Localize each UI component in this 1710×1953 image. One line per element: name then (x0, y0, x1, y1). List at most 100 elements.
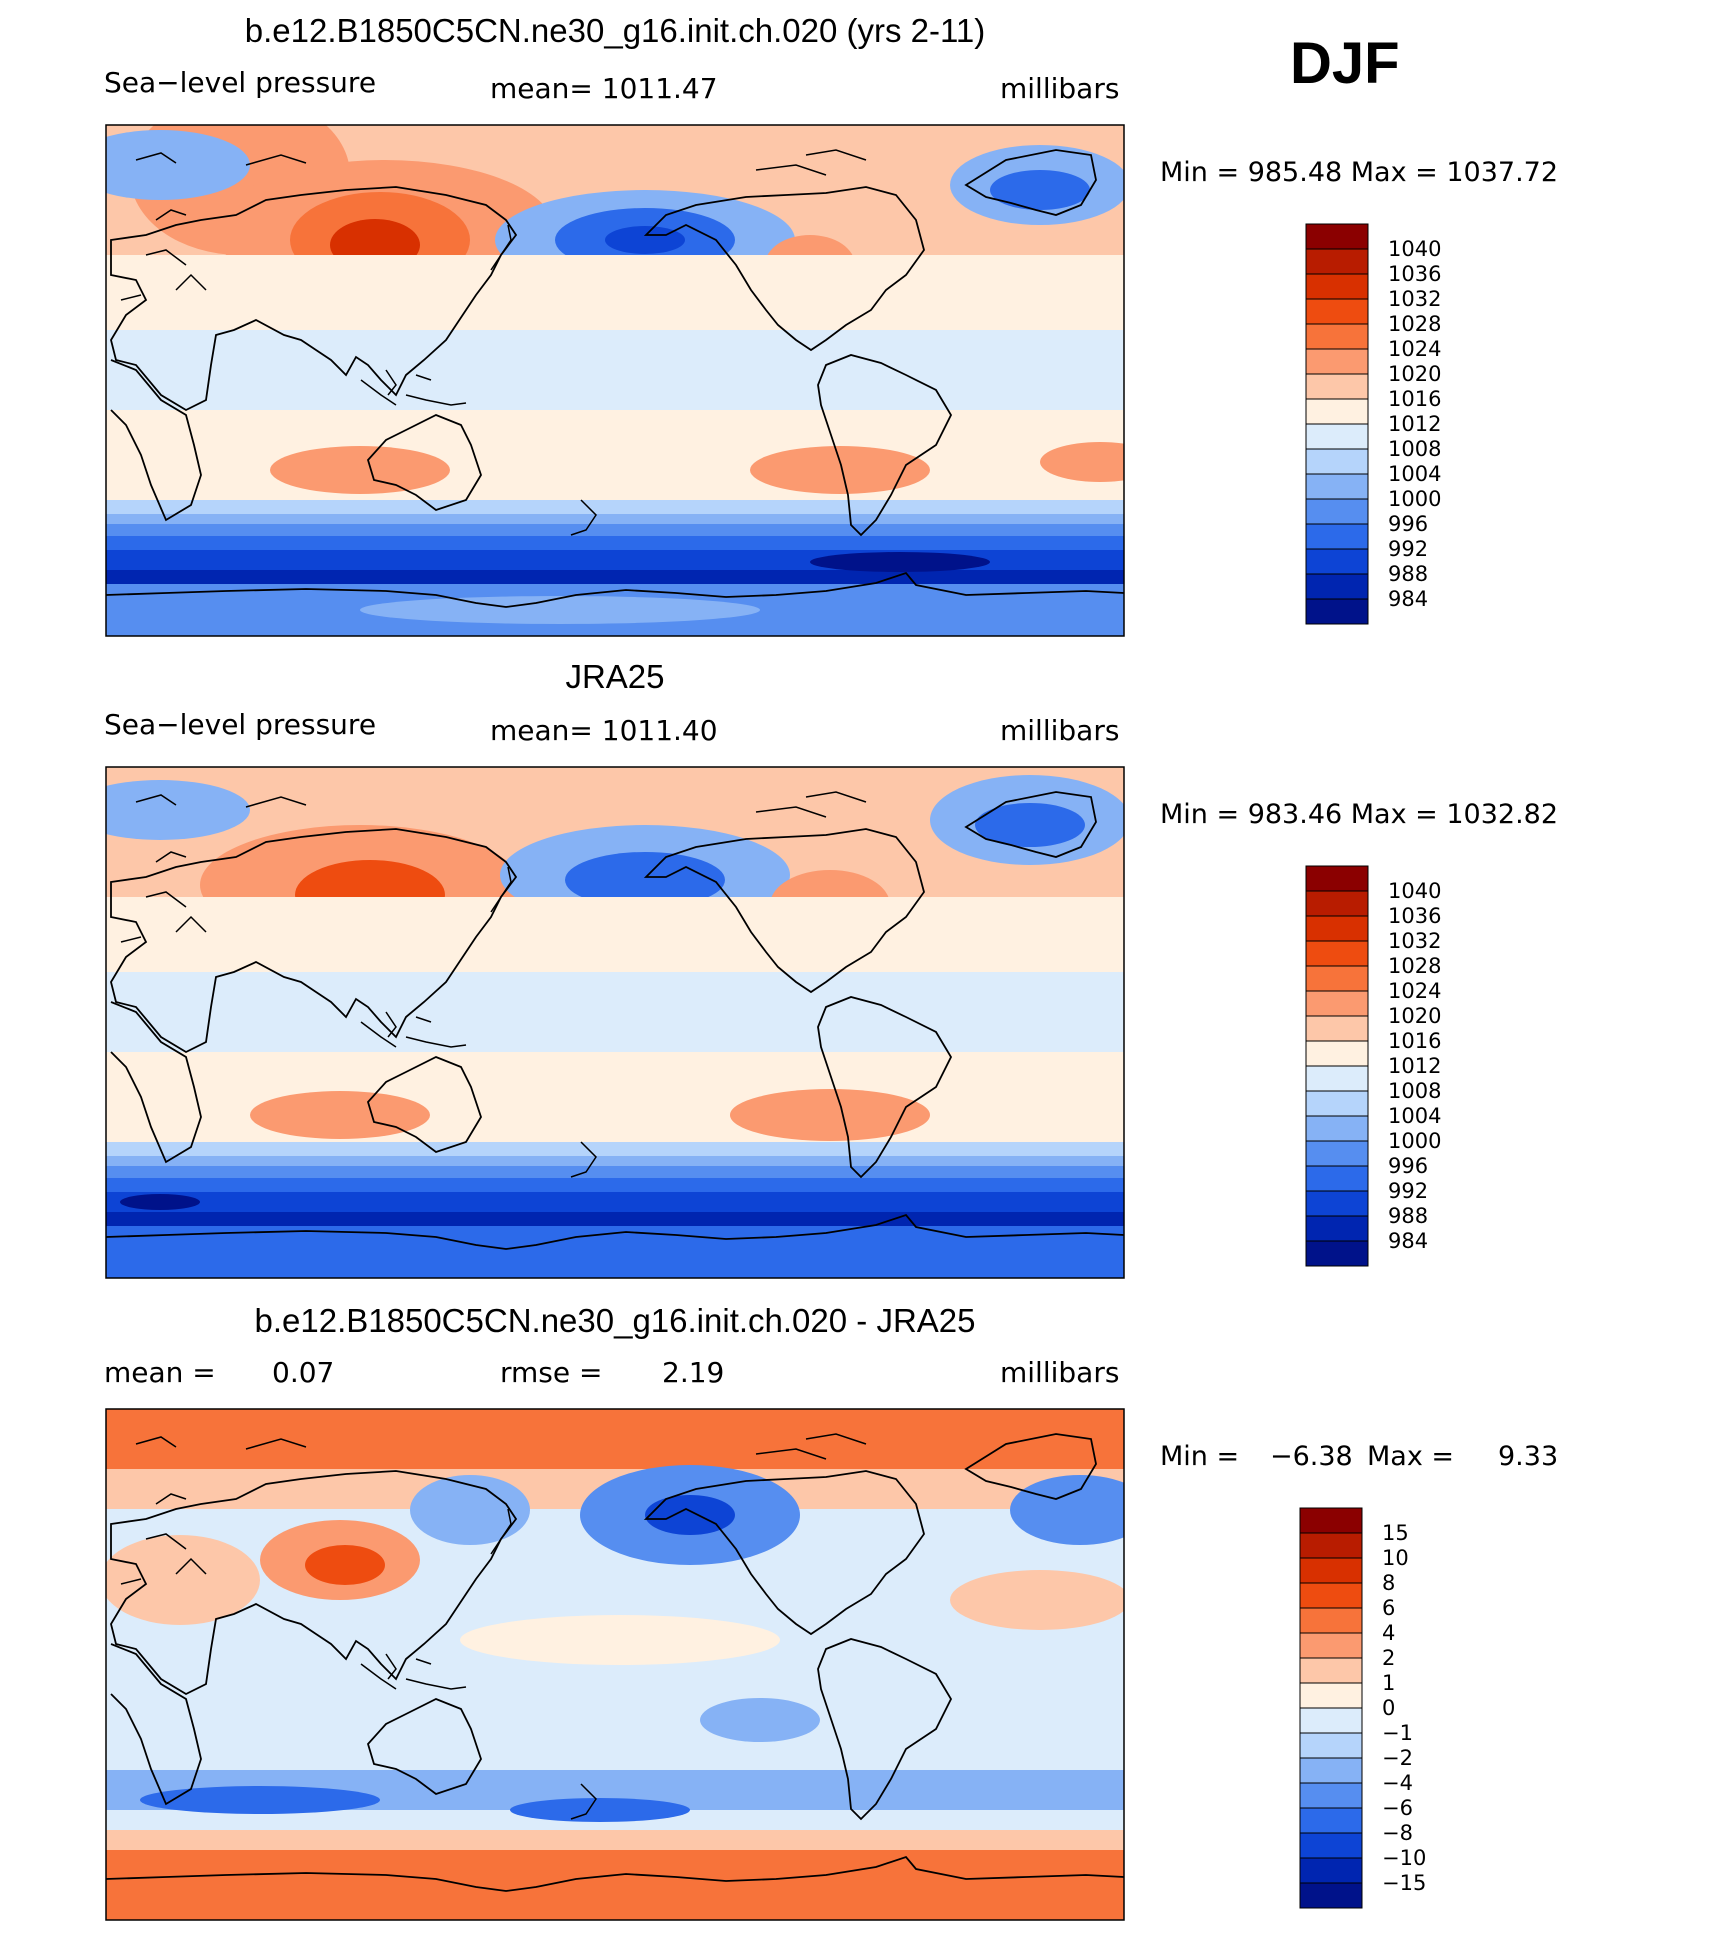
colorbar-swatch (1305, 865, 1369, 892)
colorbar-swatch (1305, 1115, 1369, 1142)
colorbar-swatch (1299, 1607, 1363, 1634)
colorbar-swatch (1305, 573, 1369, 600)
colorbar-swatch (1299, 1657, 1363, 1684)
colorbar-swatch (1299, 1882, 1363, 1909)
colorbar-tick-label: 8 (1382, 1571, 1395, 1595)
colorbar-swatch (1299, 1707, 1363, 1734)
colorbar-tick-label: 1012 (1388, 1054, 1441, 1078)
colorbar-tick-label: 984 (1388, 587, 1428, 611)
colorbar-swatch (1305, 1090, 1369, 1117)
colorbar-swatch (1305, 1040, 1369, 1067)
colorbar-swatch (1305, 523, 1369, 550)
colorbar-swatch (1305, 1140, 1369, 1167)
colorbar-tick-label: 1024 (1388, 337, 1441, 361)
colorbar-swatch (1305, 915, 1369, 942)
panel-3-map (106, 1409, 1124, 1920)
colorbar-tick-label: 992 (1388, 537, 1428, 561)
colorbar-swatch (1305, 273, 1369, 300)
colorbar-swatch (1305, 965, 1369, 992)
colorbar-tick-label: 2 (1382, 1646, 1395, 1670)
colorbar-swatch (1299, 1807, 1363, 1834)
colorbar-tick-label: 1000 (1388, 487, 1441, 511)
colorbar-tick-label: 1020 (1388, 362, 1441, 386)
colorbar-tick-label: −15 (1382, 1871, 1426, 1895)
colorbar-tick-label: 1004 (1388, 1104, 1441, 1128)
colorbar-swatch (1305, 890, 1369, 917)
panel-3-units-label: millibars (1000, 1356, 1120, 1389)
colorbar-2: 1040103610321028102410201016101210081004… (1305, 865, 1441, 1267)
panel-1-variable-label: Sea−level pressure (104, 66, 377, 99)
colorbar-swatch (1299, 1782, 1363, 1809)
colorbar-swatch (1305, 498, 1369, 525)
colorbar-swatch (1299, 1557, 1363, 1584)
colorbar-swatch (1305, 423, 1369, 450)
colorbar-swatch (1299, 1632, 1363, 1659)
colorbar-tick-label: 1008 (1388, 437, 1441, 461)
colorbar-swatch (1305, 473, 1369, 500)
colorbar-swatch (1299, 1682, 1363, 1709)
colorbar-swatch (1299, 1732, 1363, 1759)
panel-1-map (106, 125, 1124, 636)
panel-3-min-value: −6.38 (1270, 1441, 1353, 1472)
colorbar-swatch (1299, 1757, 1363, 1784)
panel-3-max-prefix: Max = (1367, 1441, 1455, 1472)
colorbar-tick-label: 1004 (1388, 462, 1441, 486)
panel-2-minmax: Min = 983.46 Max = 1032.82 (1160, 799, 1559, 830)
colorbar-tick-label: 1040 (1388, 237, 1441, 261)
season-label: DJF (1290, 31, 1400, 96)
colorbar-tick-label: 1032 (1388, 929, 1441, 953)
colorbar-tick-label: 996 (1388, 1154, 1428, 1178)
colorbar-swatch (1305, 448, 1369, 475)
colorbar-tick-label: −8 (1382, 1821, 1413, 1845)
colorbar-tick-label: 4 (1382, 1621, 1395, 1645)
panel-3-mean-label: mean = (104, 1356, 216, 1389)
panel-1-mean-label: mean= 1011.47 (490, 72, 718, 105)
colorbar-swatch (1305, 373, 1369, 400)
panel-2-variable-label: Sea−level pressure (104, 708, 377, 741)
colorbar-swatch (1305, 1215, 1369, 1242)
colorbar-tick-label: 1024 (1388, 979, 1441, 1003)
colorbar-tick-label: −10 (1382, 1846, 1426, 1870)
colorbar-swatch (1305, 1240, 1369, 1267)
colorbar-swatch (1305, 548, 1369, 575)
colorbar-tick-label: 988 (1388, 1204, 1428, 1228)
panel-2-map (106, 767, 1124, 1278)
colorbar-tick-label: −2 (1382, 1746, 1413, 1770)
colorbar-tick-label: 1008 (1388, 1079, 1441, 1103)
colorbar-swatch (1299, 1582, 1363, 1609)
colorbar-tick-label: 1020 (1388, 1004, 1441, 1028)
colorbar-tick-label: 10 (1382, 1546, 1409, 1570)
colorbar-tick-label: 0 (1382, 1696, 1395, 1720)
panel-3-rmse-value: 2.19 (662, 1356, 725, 1389)
colorbar-tick-label: 1040 (1388, 879, 1441, 903)
panel-3-max-value: 9.33 (1498, 1441, 1559, 1472)
colorbar-tick-label: 1012 (1388, 412, 1441, 436)
colorbar-swatch (1305, 1165, 1369, 1192)
colorbar-tick-label: 6 (1382, 1596, 1395, 1620)
panel-2-mean-label: mean= 1011.40 (490, 714, 718, 747)
colorbar-swatch (1305, 223, 1369, 250)
colorbar-tick-label: 1036 (1388, 262, 1441, 286)
colorbar-swatch (1305, 348, 1369, 375)
colorbar-swatch (1305, 598, 1369, 625)
panel-1-units-label: millibars (1000, 72, 1120, 105)
panel-2-units-label: millibars (1000, 714, 1120, 747)
colorbar-tick-label: −6 (1382, 1796, 1413, 1820)
colorbar-swatch (1305, 298, 1369, 325)
panel-1-minmax: Min = 985.48 Max = 1037.72 (1160, 157, 1559, 188)
colorbar-tick-label: 15 (1382, 1521, 1409, 1545)
colorbar-tick-label: 1 (1382, 1671, 1395, 1695)
colorbar-tick-label: −4 (1382, 1771, 1413, 1795)
colorbar-tick-label: 1036 (1388, 904, 1441, 928)
colorbar-swatch (1305, 1190, 1369, 1217)
colorbar-swatch (1305, 323, 1369, 350)
colorbar-tick-label: 988 (1388, 562, 1428, 586)
colorbar-tick-label: 1016 (1388, 1029, 1441, 1053)
colorbar-swatch (1305, 940, 1369, 967)
colorbar-tick-label: 1000 (1388, 1129, 1441, 1153)
colorbar-swatch (1299, 1532, 1363, 1559)
colorbar-tick-label: −1 (1382, 1721, 1413, 1745)
panel-3-min-prefix: Min = (1160, 1441, 1240, 1472)
